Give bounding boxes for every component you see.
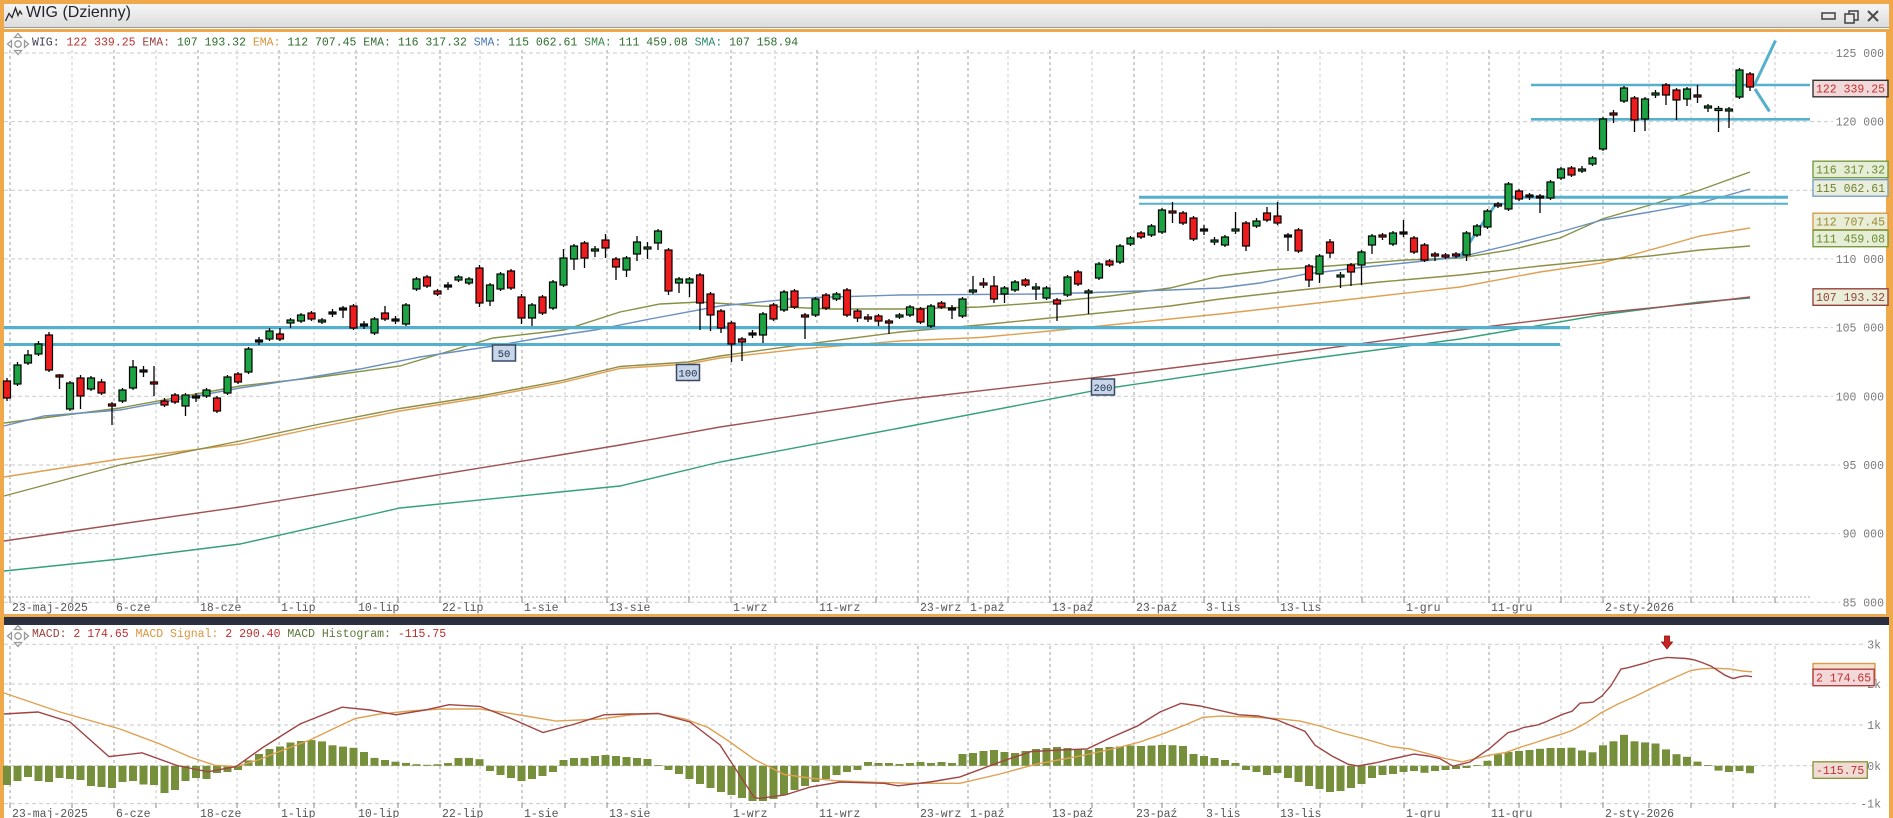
- svg-text:1-wrz: 1-wrz: [733, 602, 768, 615]
- svg-text:95 000: 95 000: [1843, 460, 1885, 473]
- svg-text:-1k: -1k: [1860, 799, 1881, 812]
- svg-text:MACD: 2 174.65 MACD Signal: 2: MACD: 2 174.65 MACD Signal: 2 290.40 MAC…: [32, 628, 446, 641]
- svg-text:2-sty-2026: 2-sty-2026: [1605, 602, 1674, 615]
- svg-text:18-cze: 18-cze: [200, 808, 242, 818]
- svg-text:1-paź: 1-paź: [970, 602, 1005, 615]
- svg-text:1-gru: 1-gru: [1406, 602, 1441, 615]
- svg-text:6-cze: 6-cze: [116, 808, 151, 818]
- svg-text:1-gru: 1-gru: [1406, 808, 1441, 818]
- svg-text:11-gru: 11-gru: [1491, 808, 1532, 818]
- svg-text:200: 200: [1094, 383, 1113, 395]
- svg-text:23-maj-2025: 23-maj-2025: [12, 602, 88, 615]
- svg-text:1-lip: 1-lip: [281, 602, 316, 615]
- svg-text:13-sie: 13-sie: [609, 808, 651, 818]
- svg-text:125 000: 125 000: [1836, 48, 1884, 61]
- svg-text:1-paź: 1-paź: [970, 808, 1005, 818]
- svg-text:3-lis: 3-lis: [1206, 808, 1241, 818]
- svg-text:100: 100: [679, 369, 698, 381]
- svg-text:3-lis: 3-lis: [1206, 602, 1241, 615]
- svg-text:1-lip: 1-lip: [281, 808, 316, 818]
- svg-text:11-gru: 11-gru: [1491, 602, 1532, 615]
- svg-text:23-paź: 23-paź: [1136, 602, 1177, 615]
- svg-text:1-sie: 1-sie: [524, 808, 559, 818]
- svg-text:122 339.25: 122 339.25: [1816, 84, 1885, 97]
- svg-text:1-sie: 1-sie: [524, 602, 559, 615]
- svg-text:2 174.65: 2 174.65: [1816, 673, 1871, 686]
- svg-text:11-wrz: 11-wrz: [819, 602, 860, 615]
- svg-text:13-lis: 13-lis: [1280, 602, 1321, 615]
- svg-text:107 193.32: 107 193.32: [1816, 292, 1885, 305]
- svg-text:105 000: 105 000: [1836, 323, 1884, 336]
- svg-text:1k: 1k: [1867, 720, 1881, 733]
- svg-text:13-lis: 13-lis: [1280, 808, 1321, 818]
- svg-text:23-paź: 23-paź: [1136, 808, 1177, 818]
- svg-text:116 317.32: 116 317.32: [1816, 165, 1885, 178]
- svg-text:120 000: 120 000: [1836, 117, 1884, 130]
- svg-text:1-wrz: 1-wrz: [733, 808, 768, 818]
- svg-text:90 000: 90 000: [1843, 529, 1885, 542]
- svg-text:13-paź: 13-paź: [1052, 602, 1093, 615]
- svg-text:115 062.61: 115 062.61: [1816, 183, 1885, 196]
- svg-text:112 707.45: 112 707.45: [1816, 217, 1885, 230]
- svg-text:22-lip: 22-lip: [442, 602, 484, 615]
- svg-text:23-wrz: 23-wrz: [920, 808, 961, 818]
- svg-text:23-maj-2025: 23-maj-2025: [12, 808, 88, 818]
- svg-text:10-lip: 10-lip: [358, 602, 400, 615]
- svg-text:50: 50: [498, 349, 511, 361]
- svg-text:WIG: 122 339.25 EMA: 107 193.3: WIG: 122 339.25 EMA: 107 193.32 EMA: 112…: [32, 37, 798, 50]
- svg-text:10-lip: 10-lip: [358, 808, 400, 818]
- svg-text:111 459.08: 111 459.08: [1816, 234, 1885, 247]
- svg-text:13-sie: 13-sie: [609, 602, 651, 615]
- svg-text:85 000: 85 000: [1843, 597, 1885, 610]
- svg-text:100 000: 100 000: [1836, 391, 1884, 404]
- svg-text:18-cze: 18-cze: [200, 602, 242, 615]
- svg-text:2-sty-2026: 2-sty-2026: [1605, 808, 1674, 818]
- svg-text:22-lip: 22-lip: [442, 808, 484, 818]
- svg-text:13-paź: 13-paź: [1052, 808, 1093, 818]
- svg-text:-115.75: -115.75: [1816, 765, 1864, 778]
- svg-text:6-cze: 6-cze: [116, 602, 151, 615]
- svg-text:23-wrz: 23-wrz: [920, 602, 961, 615]
- svg-text:110 000: 110 000: [1836, 254, 1884, 267]
- svg-text:11-wrz: 11-wrz: [819, 808, 860, 818]
- svg-text:3k: 3k: [1867, 639, 1881, 652]
- svg-text:0k: 0k: [1867, 761, 1881, 774]
